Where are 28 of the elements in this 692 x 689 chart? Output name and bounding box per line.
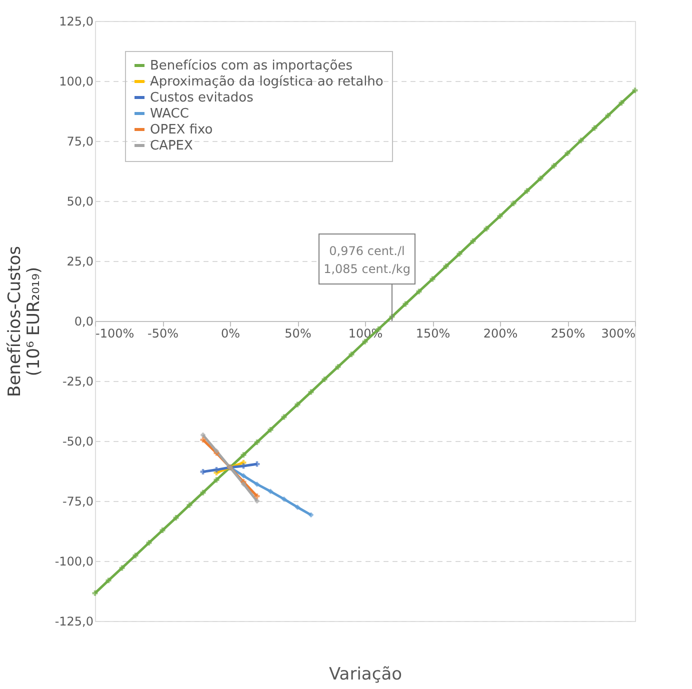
x-tick-label: 300% [601,326,636,340]
x-tick-label: 150% [416,326,450,340]
legend-label: WACC [150,106,189,122]
legend-label: Aproximação da logística ao retalho [150,74,384,90]
y-tick-label: 100,0 [59,74,94,88]
y-tick-label: 125,0 [59,14,94,28]
y-tick-label: -75,0 [62,494,94,508]
legend-label: Custos evitados [150,90,254,106]
y-tick-label: 75,0 [66,134,94,148]
y-tick-label: -125,0 [54,614,94,628]
x-tick-label: -100% [96,326,134,340]
y-tick-label: -100,0 [54,554,94,568]
x-tick-label: 200% [483,326,518,340]
legend-label: CAPEX [150,138,194,154]
legend-label: OPEX fixo [150,122,213,138]
x-tick-label: 50% [284,326,312,340]
y-tick-label: 25,0 [66,254,94,268]
x-tick-label: 250% [550,326,586,340]
y-axis-title: Benefícios-Custos (10⁶ EUR₂₀₁₉) [4,246,44,397]
x-tick-label: 0% [220,326,240,340]
y-tick-label: -25,0 [62,374,94,388]
x-tick-label: -50% [147,326,179,340]
y-tick-label: -50,0 [62,434,94,448]
legend-label: Benefícios com as importações [150,58,353,74]
x-axis-title: Variação [328,664,402,684]
y-tick-label: 50,0 [66,194,94,208]
annotation: 0,976 cent./l 1,085 cent./kg [324,244,410,276]
y-tick-label: 0,0 [74,314,94,328]
